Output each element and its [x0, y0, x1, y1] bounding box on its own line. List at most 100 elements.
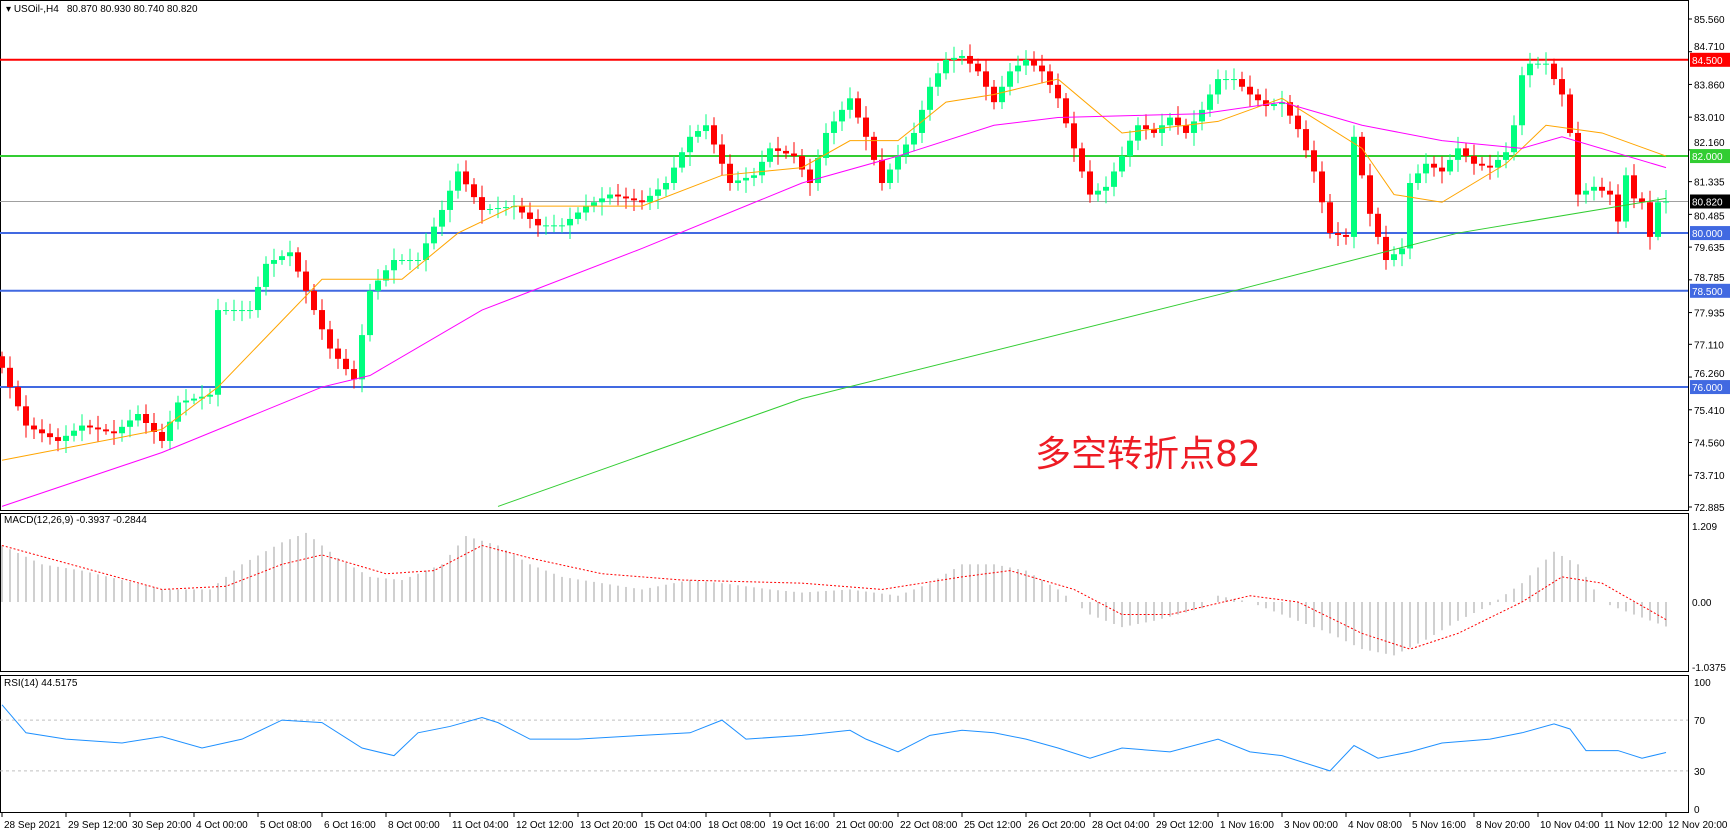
bear-candle[interactable]: [351, 369, 357, 380]
bull-candle[interactable]: [823, 132, 829, 158]
bear-candle[interactable]: [7, 367, 13, 388]
bull-candle[interactable]: [1095, 190, 1101, 195]
bear-candle[interactable]: [1471, 156, 1477, 164]
bull-candle[interactable]: [1015, 65, 1021, 72]
bull-candle[interactable]: [1407, 183, 1413, 249]
bull-candle[interactable]: [687, 136, 693, 153]
bear-candle[interactable]: [727, 163, 733, 184]
bear-candle[interactable]: [1071, 123, 1077, 149]
bear-candle[interactable]: [1439, 167, 1445, 172]
bull-candle[interactable]: [1511, 125, 1517, 153]
bull-candle[interactable]: [119, 426, 125, 434]
bull-candle[interactable]: [1023, 59, 1029, 66]
bear-candle[interactable]: [15, 387, 21, 407]
bear-candle[interactable]: [335, 348, 341, 359]
bear-candle[interactable]: [327, 329, 333, 349]
bull-candle[interactable]: [455, 171, 461, 191]
bull-candle[interactable]: [135, 414, 141, 421]
bear-candle[interactable]: [1343, 234, 1349, 237]
bull-candle[interactable]: [79, 425, 85, 431]
bear-candle[interactable]: [47, 433, 53, 438]
bear-candle[interactable]: [0, 356, 5, 368]
bull-candle[interactable]: [903, 144, 909, 157]
bull-candle[interactable]: [175, 402, 181, 422]
bull-candle[interactable]: [271, 260, 277, 264]
bull-candle[interactable]: [215, 310, 221, 395]
bear-candle[interactable]: [1383, 236, 1389, 261]
bull-candle[interactable]: [927, 86, 933, 110]
bull-candle[interactable]: [239, 310, 245, 312]
bull-candle[interactable]: [743, 177, 749, 181]
bull-candle[interactable]: [1271, 104, 1277, 107]
collapse-triangle-icon[interactable]: ▾: [6, 4, 14, 15]
bull-candle[interactable]: [1007, 71, 1013, 87]
bull-candle[interactable]: [1495, 159, 1501, 168]
bear-candle[interactable]: [1303, 129, 1309, 151]
bull-candle[interactable]: [847, 98, 853, 110]
bull-candle[interactable]: [183, 400, 189, 403]
bear-candle[interactable]: [1615, 194, 1621, 222]
bull-candle[interactable]: [759, 161, 765, 176]
bear-candle[interactable]: [1287, 102, 1293, 116]
bull-candle[interactable]: [495, 208, 501, 210]
bear-candle[interactable]: [1487, 165, 1493, 168]
bear-candle[interactable]: [1335, 233, 1341, 235]
bull-candle[interactable]: [999, 86, 1005, 103]
bear-candle[interactable]: [631, 198, 637, 201]
macd-panel[interactable]: [0, 513, 1689, 672]
bull-candle[interactable]: [1623, 175, 1629, 222]
bull-candle[interactable]: [439, 209, 445, 227]
bull-candle[interactable]: [1447, 159, 1453, 172]
bear-candle[interactable]: [311, 290, 317, 311]
bull-candle[interactable]: [567, 218, 573, 226]
bull-candle[interactable]: [695, 131, 701, 137]
bull-candle[interactable]: [383, 270, 389, 281]
bull-candle[interactable]: [1119, 156, 1125, 172]
bear-candle[interactable]: [975, 63, 981, 72]
bear-candle[interactable]: [1183, 125, 1189, 133]
bull-candle[interactable]: [247, 310, 253, 312]
bear-candle[interactable]: [463, 171, 469, 185]
bear-candle[interactable]: [39, 429, 45, 434]
bull-candle[interactable]: [503, 207, 509, 209]
bull-candle[interactable]: [679, 152, 685, 168]
bear-candle[interactable]: [1463, 148, 1469, 157]
bear-candle[interactable]: [1639, 198, 1645, 203]
bull-candle[interactable]: [1503, 152, 1509, 160]
bear-candle[interactable]: [775, 148, 781, 151]
bear-candle[interactable]: [1175, 117, 1181, 126]
bull-candle[interactable]: [887, 169, 893, 184]
bear-candle[interactable]: [983, 71, 989, 87]
bull-candle[interactable]: [255, 286, 261, 311]
bear-candle[interactable]: [1327, 202, 1333, 234]
bear-candle[interactable]: [159, 431, 165, 441]
bull-candle[interactable]: [1191, 121, 1197, 133]
bull-candle[interactable]: [1543, 63, 1549, 65]
bull-candle[interactable]: [895, 156, 901, 170]
bull-candle[interactable]: [423, 243, 429, 261]
bull-candle[interactable]: [751, 175, 757, 178]
bull-candle[interactable]: [127, 420, 133, 427]
bear-candle[interactable]: [1295, 115, 1301, 130]
bull-candle[interactable]: [1223, 79, 1229, 81]
bull-candle[interactable]: [935, 73, 941, 87]
bear-candle[interactable]: [1263, 100, 1269, 107]
bull-candle[interactable]: [1127, 140, 1133, 157]
bull-candle[interactable]: [1527, 63, 1533, 76]
bear-candle[interactable]: [343, 358, 349, 370]
bull-candle[interactable]: [943, 59, 949, 74]
bull-candle[interactable]: [599, 198, 605, 203]
bull-candle[interactable]: [231, 310, 237, 312]
bear-candle[interactable]: [863, 117, 869, 137]
bull-candle[interactable]: [647, 195, 653, 203]
bull-candle[interactable]: [1167, 117, 1173, 126]
bull-candle[interactable]: [1455, 148, 1461, 160]
bear-candle[interactable]: [615, 194, 621, 197]
bull-candle[interactable]: [575, 212, 581, 219]
bull-candle[interactable]: [1399, 248, 1405, 255]
bull-candle[interactable]: [815, 157, 821, 184]
bear-candle[interactable]: [1031, 59, 1037, 66]
price-panel[interactable]: [0, 0, 1689, 511]
bull-candle[interactable]: [399, 260, 405, 262]
bull-candle[interactable]: [199, 396, 205, 399]
